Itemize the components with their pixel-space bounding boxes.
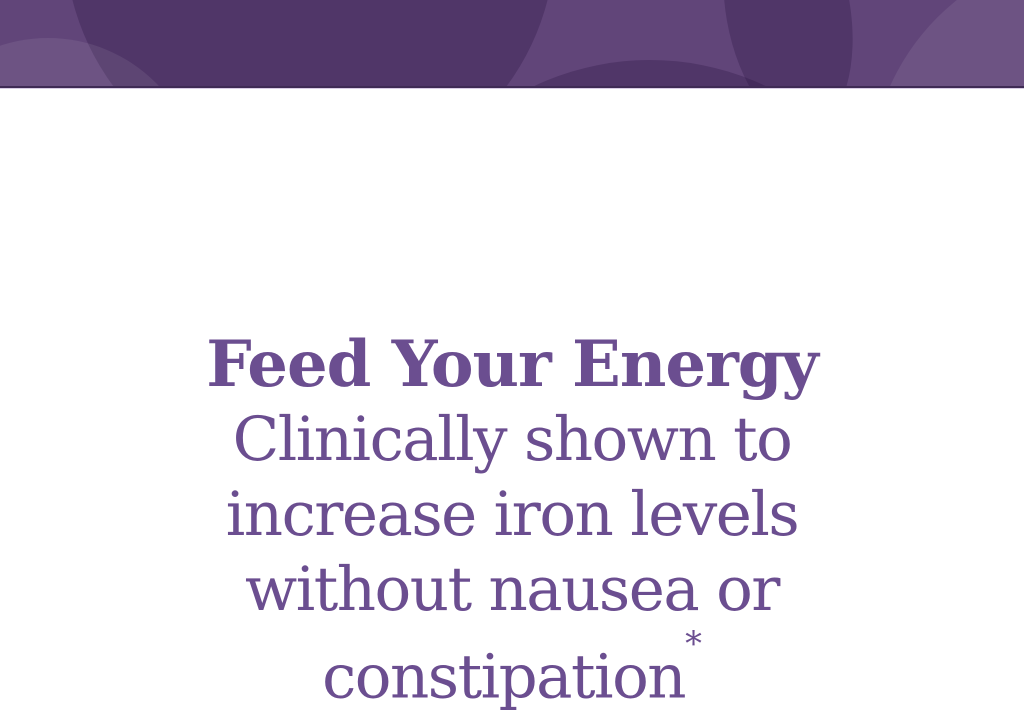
decorative-circle-dark-left xyxy=(65,0,555,86)
headline: Feed Your Energy xyxy=(206,327,818,402)
banner-underline xyxy=(0,88,1024,89)
tagline-line-4-text: constipation xyxy=(322,641,686,713)
tagline-line-1: Clinically shown to xyxy=(232,404,793,475)
tagline-line-2: increase iron levels xyxy=(225,479,800,550)
tagline-line-3: without nausea or xyxy=(245,554,780,625)
product-claim-section: Feed Your Energy Clinically shown to inc… xyxy=(0,89,1024,714)
tagline-line-4: constipation* xyxy=(0,624,1024,714)
decorative-banner xyxy=(0,0,1024,88)
footnote-asterisk: * xyxy=(685,624,702,664)
decorative-circle-light-corner xyxy=(870,0,1024,86)
